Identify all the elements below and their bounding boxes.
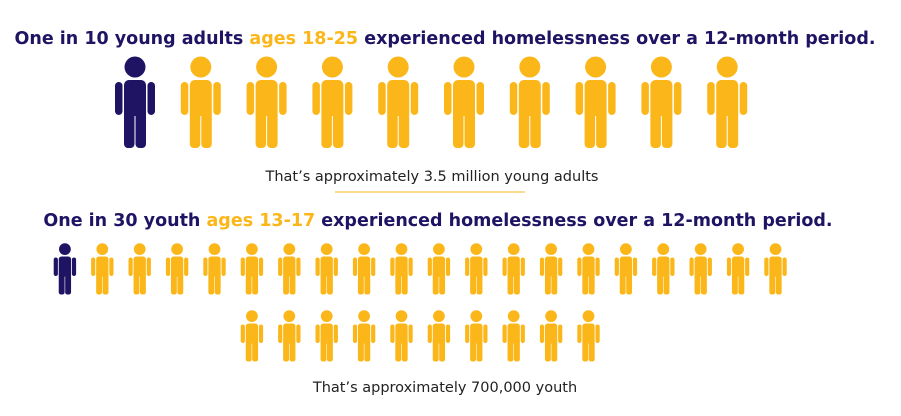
person-icon bbox=[278, 310, 301, 362]
person-icon bbox=[577, 243, 600, 295]
person-icon bbox=[652, 243, 675, 295]
person-icon bbox=[539, 243, 563, 295]
person-icon bbox=[707, 56, 748, 148]
person-icon bbox=[465, 310, 488, 362]
person-icon bbox=[91, 243, 114, 295]
person-icon bbox=[203, 243, 226, 295]
headline-age: ages 13-17 bbox=[207, 211, 316, 231]
person-icon bbox=[246, 56, 287, 148]
person-icon bbox=[502, 310, 525, 362]
person-icon bbox=[539, 310, 563, 362]
person-icon bbox=[240, 243, 264, 295]
person-icon bbox=[352, 243, 376, 295]
person-icon bbox=[509, 56, 550, 148]
person-icon bbox=[312, 56, 353, 148]
headline-age: ages 18-25 bbox=[249, 29, 358, 49]
person-icon bbox=[641, 56, 682, 148]
caption: That’s approximately 700,000 youth bbox=[312, 380, 577, 396]
headline: One in 30 youth ages 13-17 experienced h… bbox=[43, 211, 832, 231]
person-icon bbox=[427, 243, 451, 295]
headline-part: One in 30 youth bbox=[43, 211, 206, 231]
person-icon bbox=[614, 243, 638, 295]
person-icon bbox=[577, 310, 600, 362]
person-icon bbox=[315, 310, 338, 362]
person-icon bbox=[689, 243, 712, 295]
person-icon bbox=[165, 243, 189, 295]
person-icon bbox=[764, 243, 787, 295]
person-icon bbox=[444, 56, 484, 148]
person-icon bbox=[378, 56, 419, 148]
person-icon bbox=[115, 56, 155, 148]
person-icon bbox=[180, 56, 221, 148]
person-icon bbox=[465, 243, 488, 295]
headline-part: One in 10 young adults bbox=[14, 29, 249, 49]
person-icon bbox=[53, 243, 77, 295]
person-icon bbox=[726, 243, 750, 295]
person-icon bbox=[315, 243, 338, 295]
person-icon bbox=[390, 243, 413, 295]
person-icon bbox=[502, 243, 525, 295]
person-icon bbox=[128, 243, 151, 295]
headline: One in 10 young adults ages 18-25 experi… bbox=[14, 29, 875, 49]
caption: That’s approximately 3.5 million young a… bbox=[265, 169, 599, 185]
headline-part: experienced homelessness over a 12-month… bbox=[315, 211, 832, 231]
person-icon bbox=[390, 310, 413, 362]
headline-part: experienced homelessness over a 12-month… bbox=[358, 29, 875, 49]
person-icon bbox=[352, 310, 376, 362]
person-icon bbox=[427, 310, 451, 362]
person-icon bbox=[575, 56, 616, 148]
person-icon bbox=[278, 243, 301, 295]
person-icon bbox=[240, 310, 264, 362]
